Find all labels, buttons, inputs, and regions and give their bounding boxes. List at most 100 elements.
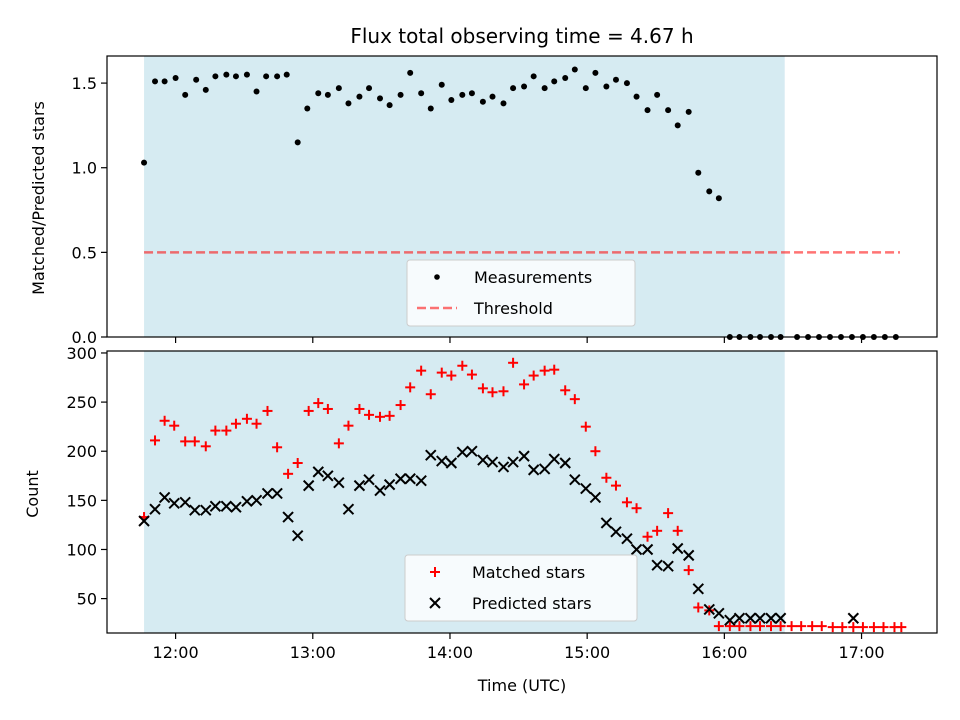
predicted-star-point (282, 511, 294, 523)
predicted-star-point (527, 464, 540, 476)
predicted-star-point (158, 491, 171, 504)
measurement-point (500, 100, 507, 107)
predicted-star-point (179, 496, 191, 509)
predicted-star-point (600, 517, 613, 529)
count-y-tick-label: 150 (66, 491, 97, 510)
measurement-point (521, 83, 528, 90)
predicted-star-d2 (241, 495, 253, 508)
matched-star-point (498, 386, 509, 397)
predicted-star-d2 (445, 457, 458, 469)
measurement-point (633, 93, 640, 100)
predicted-star-d2 (322, 470, 334, 482)
predicted-star-point (610, 526, 622, 538)
measurement-point (397, 91, 404, 98)
legend-predicted-d2 (429, 597, 441, 609)
predicted-star-point (149, 503, 161, 515)
measurement-point (243, 71, 250, 78)
predicted-star-point (436, 455, 448, 467)
matched-star-point (262, 405, 273, 416)
legend-entry-label: Matched stars (472, 563, 585, 582)
legend-measurement-marker (434, 274, 440, 280)
predicted-star-d2 (158, 491, 171, 504)
matched-star-point (210, 425, 221, 436)
ratio-panel: 0.0 0.5 1.0 1.5 Measurements Threshold (72, 55, 938, 347)
matched-star-point (878, 622, 889, 633)
matched-star-point (539, 365, 550, 376)
matched-star-point (333, 438, 344, 449)
matched-star-point (230, 418, 241, 429)
predicted-star-point (477, 454, 489, 466)
predicted-star-d2 (724, 614, 736, 626)
measurement-point (263, 73, 270, 80)
matched-star-point (734, 621, 745, 632)
predicted-star-d2 (538, 463, 551, 475)
matched-star-point (528, 370, 539, 381)
measurement-point (182, 91, 189, 98)
predicted-star-d2 (621, 532, 633, 545)
predicted-star-d2 (179, 496, 191, 509)
predicted-star-d2 (733, 612, 746, 624)
predicted-star-d2 (220, 500, 233, 512)
predicted-star-point (630, 543, 643, 556)
matched-star-point (755, 621, 766, 632)
measurement-point (644, 107, 651, 114)
predicted-star-d2 (477, 454, 489, 466)
matched-star-point (169, 420, 180, 431)
matched-star-point (796, 621, 807, 632)
predicted-star-d2 (580, 482, 592, 495)
legend-entry-label: Measurements (474, 268, 592, 287)
predicted-star-d2 (703, 603, 715, 616)
legend-entry-label: Threshold (473, 299, 553, 318)
predicted-star-d2 (744, 612, 757, 624)
measurement-point (141, 159, 148, 166)
measurement-point (161, 78, 168, 85)
predicted-star-d2 (466, 445, 478, 457)
predicted-star-d2 (138, 515, 150, 527)
predicted-star-point (744, 612, 757, 624)
measurement-point (654, 91, 661, 98)
predicted-star-d2 (271, 487, 283, 500)
matched-star-point (642, 531, 653, 542)
matched-star-point (580, 421, 591, 432)
predicted-star-point (754, 612, 766, 624)
predicted-star-point (383, 478, 396, 491)
matched-star-point (601, 472, 612, 483)
matched-star-point (857, 622, 868, 633)
predicted-star-d2 (713, 607, 725, 620)
matched-star-point (159, 415, 170, 426)
predicted-star-d2 (672, 542, 684, 555)
predicted-star-point (404, 473, 416, 485)
predicted-star-point (507, 456, 519, 468)
predicted-star-point (641, 543, 654, 556)
predicted-star-d2 (754, 612, 766, 624)
predicted-star-point (302, 479, 315, 492)
predicted-star-point (518, 450, 530, 462)
predicted-star-d2 (261, 487, 274, 500)
predicted-star-d2 (774, 612, 787, 624)
measurement-point (623, 80, 630, 87)
count-y-tick-label: 200 (66, 442, 97, 461)
matched-star-point (200, 441, 211, 452)
predicted-star-d2 (486, 456, 499, 468)
matched-star-point (549, 364, 560, 375)
matched-star-point (766, 621, 776, 632)
measurement-point (377, 95, 384, 102)
measurement-point (335, 85, 342, 92)
matched-star-point (508, 357, 519, 368)
predicted-star-point (445, 457, 458, 469)
count-panel: 50 100 150 200 250 300 12:00 13:00 14:00 15:00 16:… (66, 344, 938, 662)
measurement-point (530, 73, 537, 80)
matched-star-point (364, 409, 375, 420)
predicted-star-d2 (312, 466, 324, 478)
predicted-star-point (559, 457, 571, 469)
predicted-star-point (168, 497, 180, 510)
matched-star-point (375, 411, 386, 422)
predicted-star-d2 (569, 474, 581, 486)
predicted-star-d2 (425, 449, 437, 461)
matched-star-point (610, 480, 621, 491)
measurement-point (612, 76, 619, 83)
matched-star-point (405, 382, 416, 393)
matched-star-point (827, 622, 838, 633)
predicted-star-point (250, 494, 263, 507)
count-legend: Matched stars Predicted stars (404, 554, 638, 622)
